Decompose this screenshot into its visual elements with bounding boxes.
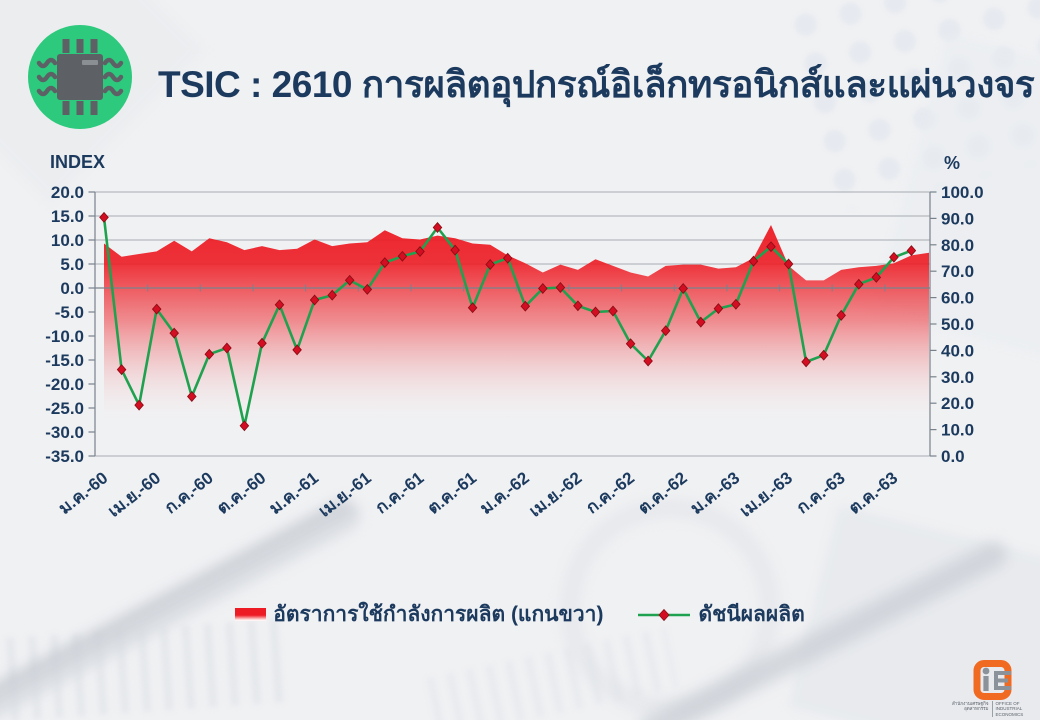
zero-axis [95,284,930,292]
svg-text:ม.ค.-61: ม.ค.-61 [266,468,322,518]
svg-text:ต.ค.-60: ต.ค.-60 [213,468,269,518]
svg-text:ต.ค.-61: ต.ค.-61 [424,468,480,518]
oie-org-english: OFFICE OF INDUSTRIAL ECONOMICS [995,701,1024,717]
right-axis-title: % [944,153,960,173]
svg-text:ก.ค.-63: ก.ค.-63 [793,468,849,517]
svg-text:15.0: 15.0 [51,207,84,226]
page-title: TSIC : 2610 การผลิตอุปกรณ์อิเล็กทรอนิกส์… [158,64,1035,105]
oie-org-thai: สำนักงานเศรษฐกิจอุตสาหกรรม [951,701,993,718]
svg-text:ต.ค.-63: ต.ค.-63 [845,468,901,518]
svg-text:ก.ค.-62: ก.ค.-62 [582,468,638,517]
svg-text:-10.0: -10.0 [45,327,84,346]
svg-text:10.0: 10.0 [51,231,84,250]
svg-text:0.0: 0.0 [60,279,84,298]
header: TSIC : 2610 การผลิตอุปกรณ์อิเล็กทรอนิกส์… [0,0,1040,145]
svg-text:60.0: 60.0 [941,289,974,308]
oie-logo-icon [973,660,1012,700]
line-markers [99,211,917,432]
svg-text:ก.ค.-60: ก.ค.-60 [161,468,217,517]
oie-logo-text: สำนักงานเศรษฐกิจอุตสาหกรรม OFFICE OF IND… [950,701,1038,718]
svg-text:ม.ค.-60: ม.ค.-60 [55,468,111,518]
area-swatch [235,608,267,621]
svg-text:10.0: 10.0 [941,421,974,440]
svg-text:-15.0: -15.0 [45,351,84,370]
svg-text:5.0: 5.0 [60,255,84,274]
area-series-utilization [104,225,929,456]
microchip-icon [28,25,132,129]
legend-label-production-index: ดัชนีผลผลิต [698,603,805,626]
svg-text:40.0: 40.0 [941,341,974,360]
svg-text:ม.ค.-62: ม.ค.-62 [476,468,532,518]
svg-text:เม.ย.-60: เม.ย.-60 [104,468,164,521]
svg-text:ก.ค.-61: ก.ค.-61 [372,468,428,517]
line-swatch [638,608,691,621]
x-axis-labels: ม.ค.-60เม.ย.-60ก.ค.-60ต.ค.-60ม.ค.-61เม.ย… [55,468,901,521]
svg-text:80.0: 80.0 [941,236,974,255]
svg-text:เม.ย.-63: เม.ย.-63 [736,468,796,521]
svg-text:เม.ย.-62: เม.ย.-62 [526,468,586,521]
svg-text:20.0: 20.0 [941,394,974,413]
svg-text:20.0: 20.0 [51,183,84,202]
svg-text:100.0: 100.0 [941,183,984,202]
svg-text:-25.0: -25.0 [45,399,84,418]
legend-item-production-index: ดัชนีผลผลิต [637,598,805,631]
svg-text:เม.ย.-61: เม.ย.-61 [315,468,375,521]
svg-text:70.0: 70.0 [941,262,974,281]
oie-logo: สำนักงานเศรษฐกิจอุตสาหกรรม OFFICE OF IND… [950,660,1038,718]
right-axis: 100.0 90.0 80.0 70.0 60.0 50.0 40.0 30.0 20.0 10.… [929,153,984,466]
svg-text:50.0: 50.0 [941,315,974,334]
svg-text:-5.0: -5.0 [55,303,84,322]
svg-text:-30.0: -30.0 [45,423,84,442]
legend-item-utilization: อัตราการใช้กำลังการผลิต (แกนขวา) [235,598,603,631]
svg-text:0.0: 0.0 [941,447,965,466]
left-axis-title: INDEX [50,152,105,172]
chart-legend: อัตราการใช้กำลังการผลิต (แกนขวา) ดัชนีผล… [0,598,1040,631]
svg-text:ต.ค.-62: ต.ค.-62 [634,468,690,518]
left-axis: 20.0 15.0 10.0 5.0 0.0 -5.0 -10.0 -15.0 -20.0 -25… [45,152,105,466]
legend-label-utilization: อัตราการใช้กำลังการผลิต (แกนขวา) [273,603,604,626]
svg-text:30.0: 30.0 [941,368,974,387]
svg-text:90.0: 90.0 [941,209,974,228]
chart-canvas: 20.0 15.0 10.0 5.0 0.0 -5.0 -10.0 -15.0 -20.0 -25… [45,152,984,521]
svg-text:-20.0: -20.0 [45,375,84,394]
svg-text:ม.ค.-63: ม.ค.-63 [687,468,743,518]
svg-text:-35.0: -35.0 [45,447,84,466]
